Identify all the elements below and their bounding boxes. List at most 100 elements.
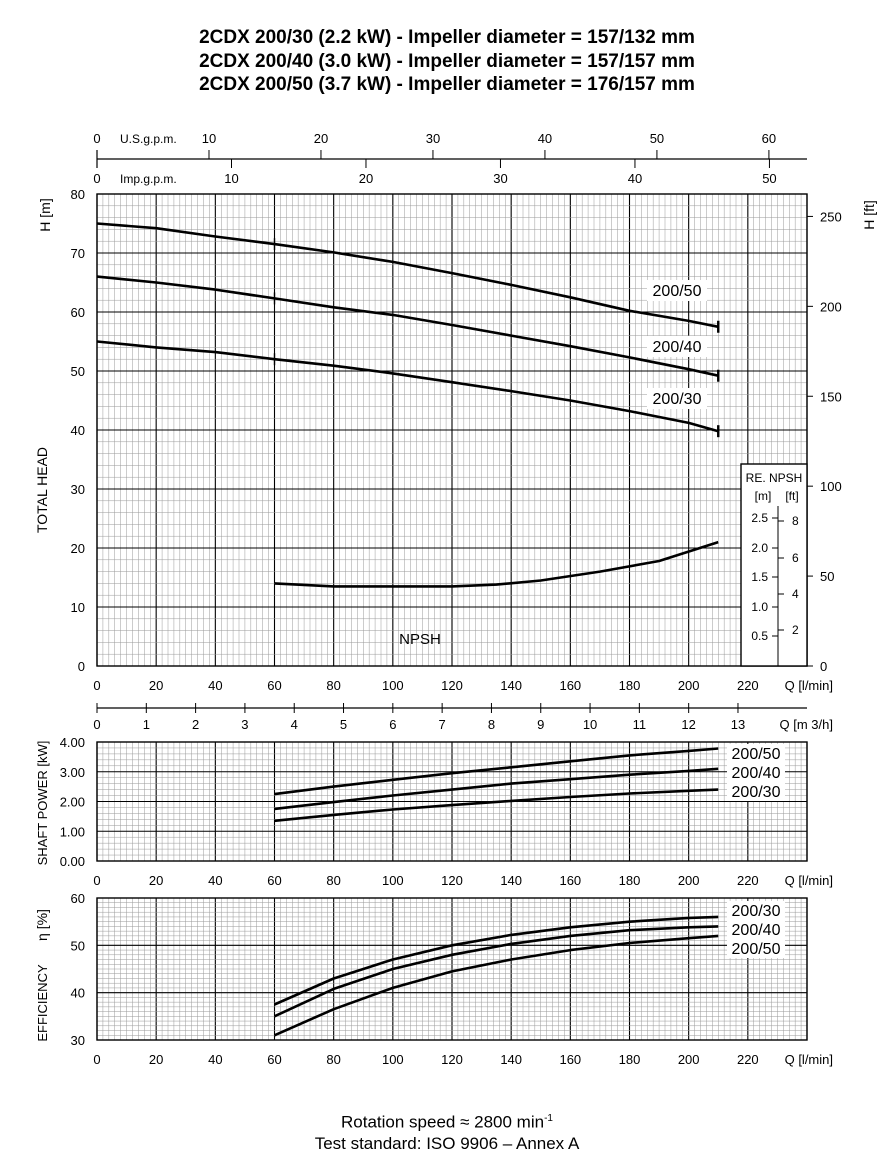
efficiency-curve-200-30 — [273, 915, 719, 1006]
series-label-bg — [647, 388, 707, 409]
x-tick-label: 100 — [382, 873, 404, 888]
m3h-tick-label: 8 — [488, 717, 495, 732]
x-tick-label: 160 — [559, 873, 581, 888]
power-y-axis-title: SHAFT POWER [kW] — [35, 741, 50, 866]
m3h-tick-label: 9 — [537, 717, 544, 732]
head-curve-200-50 — [96, 222, 719, 329]
impgpm-tick-label: 10 — [224, 171, 238, 186]
y-unit-left: H [m] — [37, 198, 53, 231]
head-curve-200-30 — [96, 340, 719, 433]
m3h-axis-label: Q [m 3/h] — [780, 717, 833, 732]
npsh-m-tick-label: 2.0 — [751, 541, 768, 555]
x-tick-label: 80 — [326, 678, 340, 693]
series-label-200-30: 200/30 — [653, 391, 702, 408]
series-label-200-50: 200/50 — [653, 283, 702, 300]
plot-border — [96, 193, 808, 667]
m3h-tick-label: 10 — [583, 717, 597, 732]
x-tick-label: 160 — [559, 1052, 581, 1067]
title-line-1: 2CDX 200/30 (2.2 kW) - Impeller diameter… — [199, 27, 695, 48]
efficiency-x-axis-label: Q [l/min] — [785, 1052, 833, 1067]
x-tick-label: 180 — [619, 873, 641, 888]
y-axis-title: TOTAL HEAD — [34, 447, 50, 533]
x-tick-label: 60 — [267, 873, 281, 888]
impgpm-tick-label: 0 — [93, 171, 100, 186]
rotation-speed-note: Rotation speed ≈ 2800 min-1 — [0, 1108, 894, 1133]
y-tick-label-ft: 50 — [820, 569, 834, 584]
efficiency-y-axis-title: EFFICIENCY — [35, 964, 50, 1042]
x-tick-label: 180 — [619, 678, 641, 693]
npsh-label: NPSH — [399, 631, 441, 648]
x-tick-label: 0 — [93, 678, 100, 693]
title-line-3: 2CDX 200/50 (3.7 kW) - Impeller diameter… — [199, 74, 695, 95]
m3h-tick-label: 11 — [633, 717, 647, 732]
series-label-bg — [647, 280, 707, 301]
series-label-bg — [727, 939, 785, 958]
npsh-ft-tick-label: 4 — [792, 587, 799, 601]
npsh-panel-title: RE. NPSH — [746, 471, 803, 485]
efficiency-curve-200-40 — [273, 925, 719, 1018]
head-curve-200-40 — [96, 275, 719, 377]
impgpm-tick-label: 40 — [628, 171, 642, 186]
power-series-label-200-30: 200/30 — [732, 784, 781, 801]
efficiency-series-label-200-50: 200/50 — [732, 941, 781, 958]
npsh-unit-m: [m] — [755, 489, 772, 503]
plot-border — [96, 741, 808, 862]
npsh-ft-tick-label: 6 — [792, 551, 799, 565]
x-tick-label: 60 — [267, 678, 281, 693]
y-tick-label-pct: 60 — [71, 891, 85, 906]
y-tick-label-kw: 3.00 — [60, 765, 85, 780]
x-tick-label: 120 — [441, 678, 463, 693]
npsh-m-tick-label: 1.5 — [751, 570, 768, 584]
y-unit-right: H [ft] — [861, 200, 877, 230]
power-curve-200-40 — [274, 767, 719, 811]
m3h-tick-label: 6 — [389, 717, 396, 732]
y-tick-label-ft: 0 — [820, 659, 827, 674]
efficiency-series-label-200-30: 200/30 — [732, 903, 781, 920]
usgpm-tick-label: 0 — [93, 131, 100, 146]
series-label-bg — [647, 336, 707, 357]
m3h-tick-label: 1 — [143, 717, 150, 732]
y-tick-label-ft: 150 — [820, 389, 842, 404]
impgpm-tick-label: 20 — [359, 171, 373, 186]
x-tick-label: 100 — [382, 678, 404, 693]
x-tick-label: 20 — [149, 873, 163, 888]
power-series-label-200-50: 200/50 — [732, 746, 781, 763]
efficiency-y-unit: η [%] — [34, 909, 50, 941]
power-curve-200-50 — [274, 747, 719, 796]
x-tick-label: 200 — [678, 873, 700, 888]
m3h-tick-label: 13 — [731, 717, 745, 732]
m3h-tick-label: 3 — [241, 717, 248, 732]
impgpm-tick-label: 50 — [762, 171, 776, 186]
x-tick-label: 80 — [326, 1052, 340, 1067]
series-label-bg — [727, 901, 785, 920]
y-tick-label-kw: 1.00 — [60, 824, 85, 839]
y-tick-label-kw: 0.00 — [60, 854, 85, 869]
usgpm-label: U.S.g.p.m. — [120, 132, 177, 146]
impgpm-tick-label: 30 — [493, 171, 507, 186]
x-tick-label: 140 — [500, 1052, 522, 1067]
series-label-bg — [727, 763, 785, 782]
x-tick-label: 0 — [93, 1052, 100, 1067]
npsh-panel — [740, 463, 808, 667]
x-tick-label: 140 — [500, 678, 522, 693]
y-tick-label-pct: 30 — [71, 1033, 85, 1048]
npsh-m-tick-label: 1.0 — [751, 600, 768, 614]
m3h-tick-label: 2 — [192, 717, 199, 732]
y-tick-label-m: 60 — [71, 305, 85, 320]
y-tick-label-ft: 250 — [820, 209, 842, 224]
y-tick-label-m: 20 — [71, 541, 85, 556]
series-label-bg — [727, 920, 785, 939]
x-tick-label: 120 — [441, 873, 463, 888]
plot-border — [96, 897, 808, 1041]
y-tick-label-ft: 100 — [820, 479, 842, 494]
y-tick-label-ft: 200 — [820, 299, 842, 314]
series-label-bg — [727, 782, 785, 801]
y-tick-label-m: 80 — [71, 187, 85, 202]
npsh-m-tick-label: 0.5 — [751, 629, 768, 643]
npsh-m-tick-label: 2.5 — [751, 511, 768, 525]
m3h-tick-label: 4 — [291, 717, 298, 732]
efficiency-curve-200-50 — [273, 934, 719, 1037]
y-tick-label-pct: 50 — [71, 938, 85, 953]
usgpm-tick-label: 30 — [426, 131, 440, 146]
power-series-label-200-40: 200/40 — [732, 765, 781, 782]
